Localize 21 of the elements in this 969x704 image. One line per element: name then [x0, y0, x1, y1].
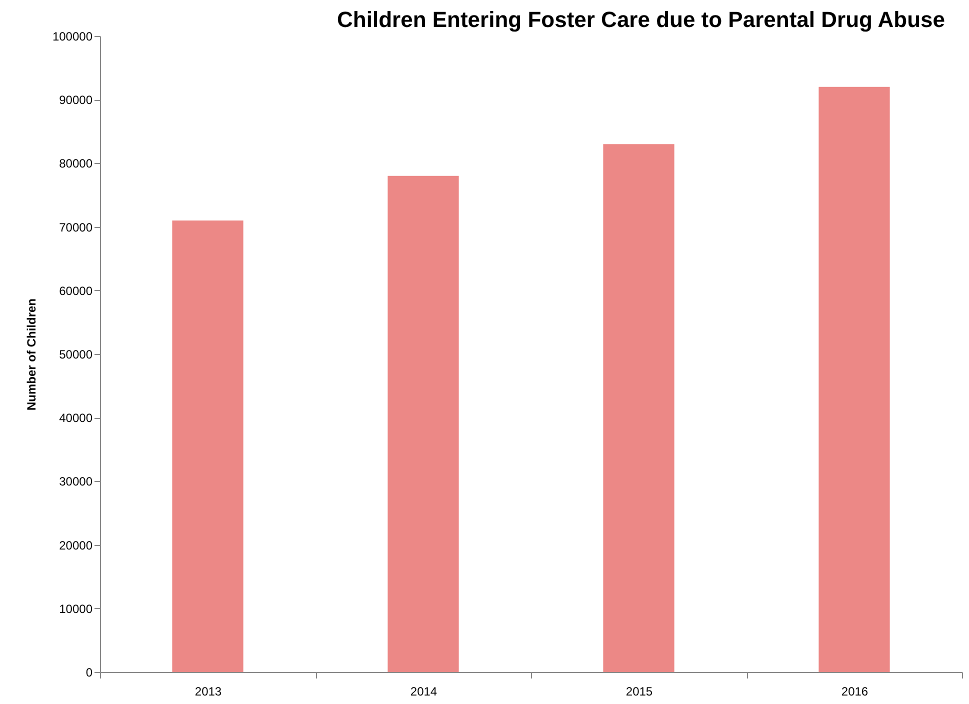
y-tick-label: 80000	[59, 156, 93, 171]
y-tick-label: 0	[86, 666, 93, 680]
bar	[603, 144, 674, 672]
x-tick-label: 2016	[841, 684, 868, 698]
y-tick-label: 20000	[59, 538, 93, 552]
y-tick-label: 40000	[59, 411, 93, 426]
bar	[818, 86, 890, 672]
y-tick-label: 10000	[59, 602, 93, 616]
y-tick-label: 30000	[59, 474, 93, 489]
bar	[388, 176, 459, 672]
y-tick-label: 60000	[59, 284, 93, 298]
y-tick-label: 50000	[59, 348, 93, 362]
y-tick-label: 90000	[59, 93, 93, 108]
chart-title: Children Entering Foster Care due to Parental Drug Abuse	[337, 7, 945, 32]
x-tick-label: 2014	[410, 684, 438, 698]
y-axis-title: Number of Children	[24, 298, 38, 411]
y-tick-label: 70000	[59, 220, 93, 234]
y-tick-label: 100000	[52, 30, 93, 44]
x-tick-label: 2015	[626, 684, 653, 698]
x-tick-label: 2013	[194, 684, 222, 698]
bar	[172, 220, 244, 672]
